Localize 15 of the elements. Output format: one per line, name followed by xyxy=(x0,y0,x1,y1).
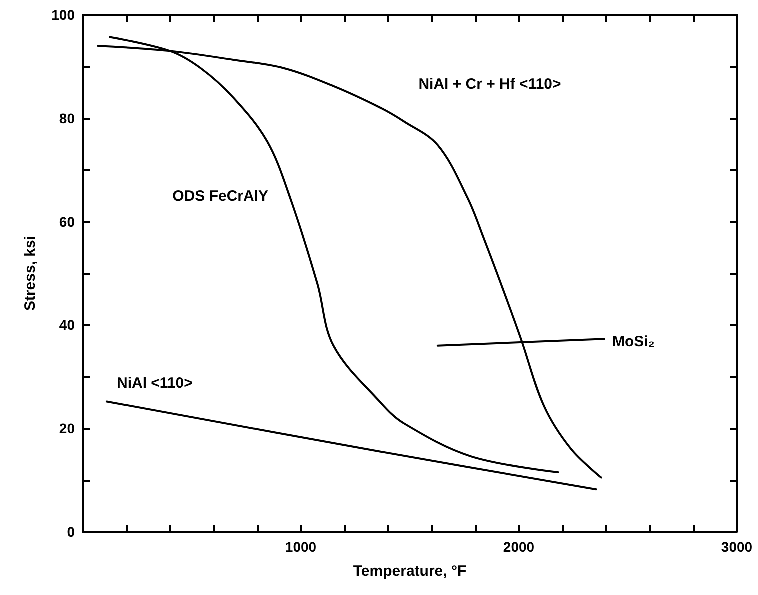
series-label: MoSi₂ xyxy=(612,334,655,351)
text: NiAl + Cr + Hf <110> xyxy=(418,76,562,93)
y-tick-label: 40 xyxy=(59,317,76,334)
y-tick-label: 20 xyxy=(59,420,76,437)
y-tick-label: 0 xyxy=(67,524,76,540)
series-label: NiAl <110> xyxy=(116,375,194,392)
y-tick-label: 80 xyxy=(59,110,76,126)
x-tick-label: 1000 xyxy=(285,539,317,555)
x-axis-title: Temperature, °F xyxy=(353,563,467,580)
y-tick-label: 100 xyxy=(52,7,76,23)
x-tick-label: 2000 xyxy=(503,539,535,555)
y-tick-label: 60 xyxy=(59,214,76,230)
x-tick-label: 3000 xyxy=(721,539,753,555)
y-axis-title: Stress, ksi xyxy=(22,236,39,312)
series-label: ODS FeCrAlY xyxy=(172,188,269,206)
